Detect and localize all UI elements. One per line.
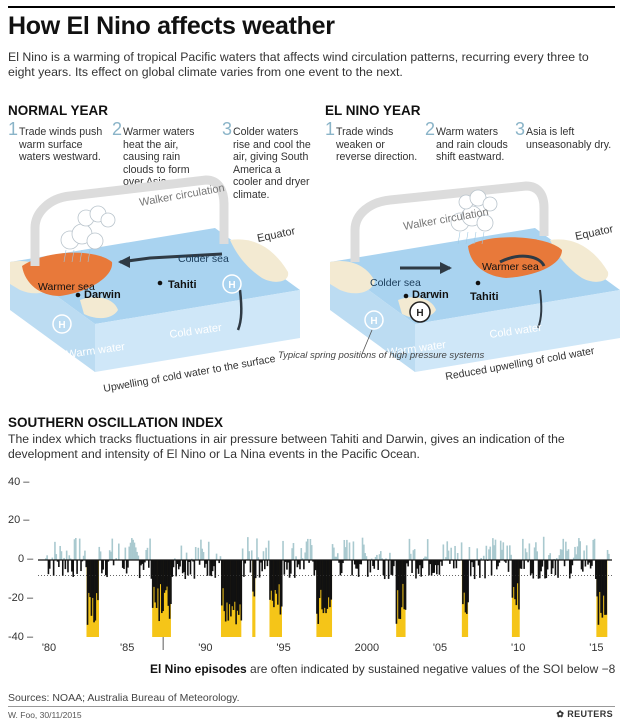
rain-streaks [457, 231, 485, 245]
soi-description: The index which tracks fluctuations in a… [8, 432, 565, 461]
rain-streaks [63, 249, 91, 263]
el-nino-year-heading: EL NINO YEAR [325, 103, 421, 118]
darwin-label: Darwin [84, 289, 121, 301]
el-nino-episode-band [252, 560, 256, 637]
y-tick-label: 40 – [8, 476, 30, 488]
walker-loop [350, 181, 549, 262]
rain-cloud-icon [60, 205, 116, 250]
equator-label: Equator [574, 223, 615, 243]
brand-text: REUTERS [567, 709, 613, 719]
sources: Sources: NOAA; Australia Bureau of Meteo… [8, 692, 240, 704]
step-number: 2 [112, 119, 123, 139]
tahiti-label: Tahiti [168, 279, 197, 291]
y-tick-label: 20 – [8, 514, 30, 526]
y-tick-label: 0 – [18, 553, 34, 565]
step-number: 3 [515, 119, 526, 139]
walker-loop [30, 175, 229, 266]
rain-cloud-icon [450, 189, 498, 232]
leader-line [361, 329, 373, 355]
y-tick-label: -40 – [8, 631, 34, 643]
y-tick-label: -20 – [8, 592, 34, 604]
step-text: Trade winds weaken or reverse direction. [336, 126, 418, 163]
title-rule [8, 6, 615, 8]
south-america-land [230, 239, 289, 282]
step-number: 1 [325, 119, 336, 139]
darwin-dot [75, 292, 81, 298]
high-pressure-icon: H H [364, 301, 431, 330]
high-pressure-icon: H H [52, 274, 242, 334]
el-nino-year-diagram: H H Colder sea Darwin Tahiti Warmer sea … [278, 181, 620, 383]
south-america-land [550, 239, 609, 282]
svg-text:H: H [370, 316, 377, 327]
darwin-dot [403, 293, 409, 299]
page-title: How El Nino affects weather [8, 12, 335, 40]
svg-text:H: H [58, 320, 65, 331]
credit: W. Foo, 30/11/2015 [8, 710, 82, 720]
ocean-side-front [415, 290, 620, 372]
soi-caption: El Nino episodes are often indicated by … [150, 662, 615, 676]
footer-rule [8, 706, 615, 707]
x-tick-label: '80 [41, 642, 57, 654]
x-tick-label: '90 [198, 642, 213, 654]
x-tick-label: 2000 [354, 642, 380, 654]
walker-label: Walker circulation [402, 206, 489, 233]
soi-chart [38, 536, 612, 650]
intro-text: El Nino is a warming of tropical Pacific… [8, 50, 589, 79]
reuters-logo: ✿ REUTERS [556, 709, 613, 719]
reverse-wind-arrow [499, 254, 546, 267]
x-tick-label: '95 [276, 642, 291, 654]
upwelling-arrow [236, 289, 243, 331]
colder-sea-label: Colder sea [178, 253, 229, 265]
high-pressure-note: Typical spring positions of high pressur… [278, 350, 485, 361]
step-number: 1 [8, 119, 19, 139]
colder-sea-label: Colder sea [370, 277, 421, 289]
step-text: Asia is left unseasonably dry. [526, 126, 612, 151]
arrow-head [440, 262, 452, 274]
tahiti-label: Tahiti [470, 291, 499, 303]
svg-text:H: H [228, 280, 235, 291]
warmer-sea-label: Warmer sea [38, 281, 95, 293]
svg-text:H: H [416, 308, 423, 319]
australia-land [80, 297, 118, 319]
x-tick-label: '10 [511, 642, 526, 654]
tahiti-dot [157, 280, 163, 286]
step-text: Warm waters and rain clouds shift eastwa… [436, 126, 508, 163]
asia-land [330, 260, 375, 294]
x-tick-label: '85 [120, 642, 135, 654]
tahiti-dot [475, 280, 481, 286]
step-number: 3 [222, 119, 233, 139]
normal-year-diagram: H H Warmer sea Darwin Tahiti Colder sea … [10, 175, 300, 395]
step-text: Trade winds push warm surface waters wes… [19, 126, 103, 163]
warmer-sea-label: Warmer sea [482, 261, 539, 273]
step-number: 2 [425, 119, 436, 139]
normal-year-heading: NORMAL YEAR [8, 103, 109, 118]
upwelling-arrow [537, 289, 543, 329]
warm-sea-patch [22, 252, 113, 296]
caption-rest: are often indicated by sustained negativ… [246, 662, 616, 676]
arrow-head [118, 256, 130, 268]
x-tick-label: '05 [432, 642, 448, 654]
soi-heading: SOUTHERN OSCILLATION INDEX [8, 415, 224, 430]
darwin-label: Darwin [412, 289, 449, 301]
step-text: Colder waters rise and cool the air, giv… [233, 126, 311, 201]
x-tick-label: '15 [589, 642, 604, 654]
ocean-side-front [95, 290, 300, 372]
caption-bold: El Nino episodes [150, 662, 247, 676]
